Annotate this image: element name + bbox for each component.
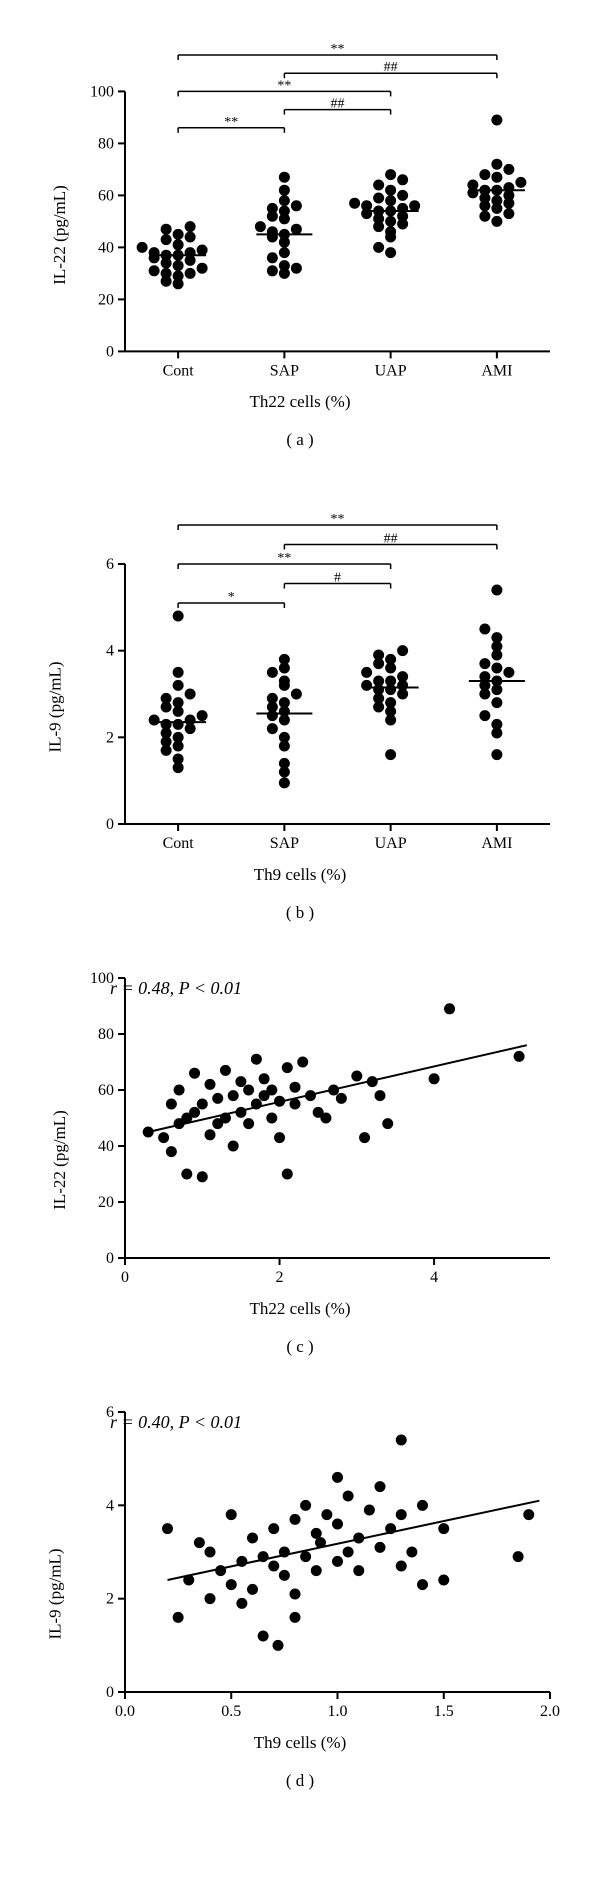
svg-text:#: # bbox=[334, 571, 341, 586]
chart-a: 0 20 40 60 80 100 Cont SAP UAP AMI ** ## ** ## ** bbox=[80, 20, 560, 386]
panel-c: IL-22 (pg/mL) r = 0.48, P < 0.01 0204060… bbox=[10, 963, 590, 1357]
svg-text:**: ** bbox=[277, 551, 291, 566]
svg-text:**: ** bbox=[331, 512, 345, 527]
svg-text:SAP: SAP bbox=[270, 835, 299, 852]
svg-text:0.5: 0.5 bbox=[221, 1703, 241, 1720]
svg-text:Cont: Cont bbox=[163, 835, 195, 852]
svg-text:AMI: AMI bbox=[481, 362, 512, 379]
xlabel-c: Th22 cells (%) bbox=[10, 1299, 590, 1319]
panel-d: IL-9 (pg/mL) r = 0.40, P < 0.01 02460.00… bbox=[10, 1397, 590, 1791]
svg-text:2: 2 bbox=[106, 730, 114, 747]
svg-text:2: 2 bbox=[276, 1269, 284, 1286]
svg-text:0: 0 bbox=[121, 1269, 129, 1286]
svg-text:40: 40 bbox=[98, 1138, 114, 1155]
svg-text:40: 40 bbox=[98, 239, 114, 256]
svg-text:SAP: SAP bbox=[270, 362, 299, 379]
svg-text:0: 0 bbox=[106, 343, 114, 360]
chart-c: r = 0.48, P < 0.01 020406080100024 bbox=[80, 963, 560, 1293]
svg-text:**: ** bbox=[331, 42, 345, 57]
svg-text:20: 20 bbox=[98, 1194, 114, 1211]
letter-c: ( c ) bbox=[10, 1337, 590, 1357]
svg-b: 0 2 4 6 Cont SAP UAP AMI ** ## ** # * bbox=[80, 490, 560, 859]
svg-text:80: 80 bbox=[98, 135, 114, 152]
svg-text:AMI: AMI bbox=[481, 835, 512, 852]
svg-text:1.5: 1.5 bbox=[434, 1703, 454, 1720]
letter-b: ( b ) bbox=[10, 903, 590, 923]
svg-text:##: ## bbox=[331, 97, 345, 112]
svg-text:UAP: UAP bbox=[375, 362, 407, 379]
letter-a: ( a ) bbox=[10, 430, 590, 450]
svg-text:0.0: 0.0 bbox=[115, 1703, 135, 1720]
svg-text:4: 4 bbox=[430, 1269, 438, 1286]
svg-d: 02460.00.51.01.52.0 bbox=[80, 1397, 560, 1727]
svg-text:4: 4 bbox=[106, 1498, 114, 1515]
svg-text:60: 60 bbox=[98, 187, 114, 204]
svg-text:##: ## bbox=[384, 60, 398, 75]
svg-text:##: ## bbox=[384, 532, 398, 547]
annotation-c: r = 0.48, P < 0.01 bbox=[110, 978, 242, 999]
ylabel-b: IL-9 (pg/mL) bbox=[46, 661, 66, 752]
chart-b: 0 2 4 6 Cont SAP UAP AMI ** ## ** # * bbox=[80, 490, 560, 859]
svg-text:100: 100 bbox=[90, 83, 114, 100]
svg-text:80: 80 bbox=[98, 1026, 114, 1043]
annotation-d: r = 0.40, P < 0.01 bbox=[110, 1412, 242, 1433]
svg-text:0: 0 bbox=[106, 1684, 114, 1701]
svg-a: 0 20 40 60 80 100 Cont SAP UAP AMI ** ## ** ## ** bbox=[80, 20, 560, 386]
svg-text:**: ** bbox=[277, 78, 291, 93]
ylabel-a: IL-22 (pg/mL) bbox=[50, 185, 70, 285]
letter-d: ( d ) bbox=[10, 1771, 590, 1791]
svg-text:*: * bbox=[228, 590, 235, 605]
panel-b: IL-9 (pg/mL) 0 2 4 6 Cont SAP UAP AMI ** ## ** # * T… bbox=[10, 490, 590, 923]
ylabel-c: IL-22 (pg/mL) bbox=[50, 1111, 70, 1211]
svg-text:20: 20 bbox=[98, 291, 114, 308]
svg-text:0: 0 bbox=[106, 1250, 114, 1267]
svg-c: 020406080100024 bbox=[80, 963, 560, 1293]
panel-a: IL-22 (pg/mL) 0 20 40 60 80 100 Cont SAP UAP AMI *… bbox=[10, 20, 590, 450]
svg-text:UAP: UAP bbox=[375, 835, 407, 852]
chart-d: r = 0.40, P < 0.01 02460.00.51.01.52.0 bbox=[80, 1397, 560, 1727]
svg-text:**: ** bbox=[224, 115, 238, 130]
svg-text:Cont: Cont bbox=[163, 362, 195, 379]
xlabel-d: Th9 cells (%) bbox=[10, 1733, 590, 1753]
svg-text:0: 0 bbox=[106, 816, 114, 833]
svg-text:2: 2 bbox=[106, 1591, 114, 1608]
svg-text:6: 6 bbox=[106, 556, 114, 573]
svg-text:1.0: 1.0 bbox=[328, 1703, 348, 1720]
xlabel-a: Th22 cells (%) bbox=[10, 392, 590, 412]
ylabel-d: IL-9 (pg/mL) bbox=[46, 1549, 66, 1640]
svg-text:60: 60 bbox=[98, 1082, 114, 1099]
svg-text:2.0: 2.0 bbox=[540, 1703, 560, 1720]
xlabel-b: Th9 cells (%) bbox=[10, 865, 590, 885]
svg-text:4: 4 bbox=[106, 643, 114, 660]
